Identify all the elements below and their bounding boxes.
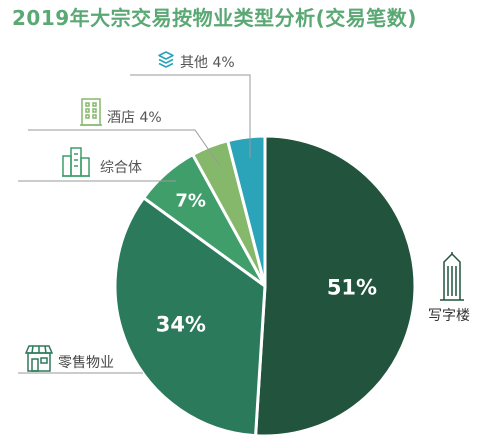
storefront-icon	[24, 345, 54, 372]
callout-label-mixed: 综合体	[100, 160, 142, 176]
hotel-building-icon	[80, 98, 102, 126]
pie-slice-other	[226, 134, 267, 288]
callout-label-office: 写字楼	[428, 308, 470, 324]
pie-slice-retail	[113, 196, 267, 438]
chart-title: 2019年大宗交易按物业类型分析(交易笔数)	[12, 6, 417, 30]
slice-value-labels: 51% 34% 7%	[156, 191, 377, 337]
callout-label-other: 其他 4%	[180, 55, 235, 71]
callout-label-retail: 零售物业	[58, 355, 114, 371]
leader-line-other	[130, 74, 251, 158]
pie-slices	[113, 134, 417, 438]
pie-slice-office	[254, 134, 417, 438]
office-tower-icon	[440, 252, 464, 301]
slice-value-label-office: 51%	[327, 276, 377, 300]
slice-value-label-mixed: 7%	[175, 191, 206, 212]
callout-label-hotel: 酒店 4%	[107, 110, 162, 126]
layers-icon	[158, 51, 174, 68]
building-cluster-icon	[62, 147, 90, 177]
leader-line-hotel	[28, 129, 221, 167]
slice-value-label-retail: 34%	[156, 313, 206, 337]
